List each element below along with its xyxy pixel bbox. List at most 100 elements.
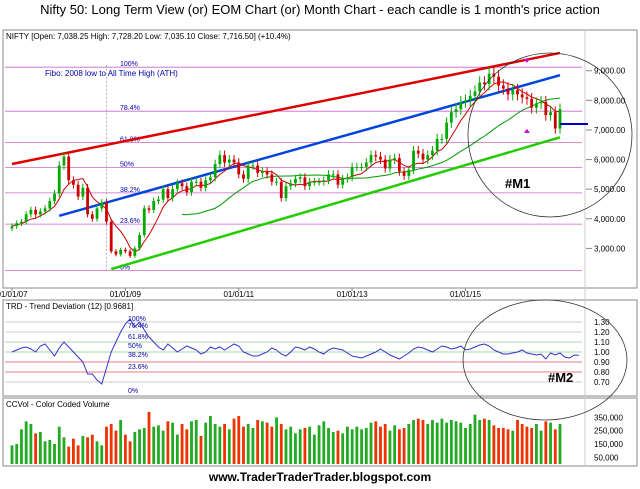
candle-body bbox=[265, 171, 269, 175]
trd-fibo-label: 61.8% bbox=[128, 334, 148, 341]
volume-bar bbox=[364, 428, 368, 464]
fibonacci-level-label: 50% bbox=[120, 162, 134, 169]
trd-panel-header: TRD - Trend Deviation (12) [0.9681] bbox=[6, 302, 133, 311]
candle-body bbox=[142, 208, 146, 236]
volume-bar bbox=[123, 434, 127, 464]
annotation-circle-m2 bbox=[462, 299, 628, 421]
candle-body bbox=[161, 189, 165, 200]
date-tick-label: 01/01/07 bbox=[0, 290, 28, 299]
price-y-tick-label: 6,000.00 bbox=[594, 156, 626, 165]
volume-bar bbox=[346, 426, 349, 464]
volume-bar bbox=[237, 416, 241, 464]
trd-layer: 1.301.201.101.000.900.800.70 100%76.4% 61.… bbox=[5, 316, 610, 395]
candle-body bbox=[29, 209, 33, 215]
candle-body bbox=[256, 165, 260, 173]
volume-bar bbox=[516, 420, 519, 464]
upper-channel-line bbox=[11, 51, 561, 166]
volume-bar bbox=[15, 444, 19, 464]
candle-body bbox=[275, 181, 278, 183]
candle-body bbox=[90, 214, 94, 219]
volume-bar bbox=[327, 428, 330, 464]
price-y-tick-label: 9,000.00 bbox=[594, 67, 626, 76]
candle-body bbox=[133, 248, 137, 256]
volume-bar bbox=[171, 422, 175, 464]
candle-body bbox=[246, 165, 250, 179]
volume-bar bbox=[204, 422, 208, 464]
trd-y-tick-label: 0.80 bbox=[594, 368, 610, 377]
candle-body bbox=[298, 177, 302, 179]
candle-body bbox=[76, 184, 80, 197]
volume-y-tick-label: 350,000 bbox=[594, 413, 623, 422]
volume-bar bbox=[487, 420, 491, 464]
volume-bar bbox=[114, 430, 118, 464]
date-tick-label: 01/01/11 bbox=[223, 290, 254, 299]
date-tick-label: 01/01/13 bbox=[337, 290, 369, 299]
volume-bar bbox=[336, 430, 340, 464]
fibonacci-level-label: 23.6% bbox=[120, 218, 140, 225]
candle-body bbox=[327, 174, 330, 181]
price-y-tick-label: 8,000.00 bbox=[594, 96, 626, 105]
trd-fibo-label: 76.4% bbox=[128, 323, 148, 330]
candle-body bbox=[86, 187, 89, 215]
volume-y-tick-label: 250,000 bbox=[594, 427, 623, 436]
volume-bar bbox=[530, 428, 534, 464]
candle-body bbox=[34, 209, 38, 215]
candle-body bbox=[180, 183, 184, 187]
candle-body bbox=[15, 223, 19, 227]
candle-body bbox=[128, 251, 132, 256]
lower-channel-line bbox=[110, 136, 561, 271]
trd-y-tick-label: 1.30 bbox=[594, 318, 610, 327]
trd-fibo-label: 50% bbox=[128, 343, 142, 350]
volume-bar bbox=[175, 434, 179, 464]
candle-body bbox=[346, 177, 349, 179]
candle-body bbox=[119, 249, 123, 255]
candle-body bbox=[360, 166, 363, 168]
volume-bar bbox=[549, 422, 552, 464]
volume-bar bbox=[105, 426, 108, 464]
volume-bar bbox=[265, 422, 269, 464]
candle-body bbox=[232, 159, 236, 163]
volume-bar bbox=[119, 420, 123, 464]
candle-body bbox=[308, 181, 312, 187]
candle-body bbox=[72, 180, 75, 185]
volume-bar bbox=[161, 430, 165, 464]
annotation-m1: #M1 bbox=[505, 176, 530, 191]
volume-bar bbox=[412, 420, 415, 464]
candle-body bbox=[279, 181, 283, 199]
volume-bar bbox=[558, 424, 562, 464]
candle-body bbox=[100, 202, 104, 209]
volume-bar bbox=[246, 424, 250, 464]
volume-bar bbox=[383, 424, 387, 464]
volume-bar bbox=[20, 429, 23, 464]
volume-bar bbox=[72, 438, 75, 464]
volume-bar bbox=[218, 426, 222, 464]
candle-body bbox=[251, 165, 255, 167]
volume-bar bbox=[534, 424, 538, 464]
volume-panel-header: CCVol - Color Coded Volume bbox=[6, 400, 110, 409]
down-arrow-icon bbox=[523, 58, 530, 63]
volume-bar bbox=[539, 430, 543, 464]
candle-body bbox=[468, 95, 472, 101]
volume-bar bbox=[483, 418, 486, 464]
volume-bar bbox=[544, 421, 548, 464]
volume-bar bbox=[501, 428, 505, 464]
trd-line bbox=[11, 318, 579, 385]
volume-bar bbox=[303, 428, 307, 464]
fibonacci-level-label: 78.4% bbox=[120, 105, 140, 112]
candle-body bbox=[123, 249, 127, 252]
volume-bar bbox=[506, 429, 510, 464]
candle-body bbox=[449, 112, 453, 123]
price-y-tick-label: 4,000.00 bbox=[594, 215, 626, 224]
candle-body bbox=[322, 180, 326, 182]
volume-bar bbox=[81, 436, 85, 464]
volume-bar bbox=[251, 428, 255, 464]
candle-body bbox=[379, 156, 382, 160]
volume-bar bbox=[185, 429, 189, 464]
volume-bar bbox=[284, 429, 288, 464]
volume-bar bbox=[459, 422, 463, 464]
volume-bar bbox=[166, 421, 170, 464]
volume-bar bbox=[294, 433, 297, 464]
fibonacci-layer: 100%78.4%61.8%50%38.2%23.6%0% bbox=[5, 61, 582, 273]
volume-bar bbox=[227, 429, 231, 464]
